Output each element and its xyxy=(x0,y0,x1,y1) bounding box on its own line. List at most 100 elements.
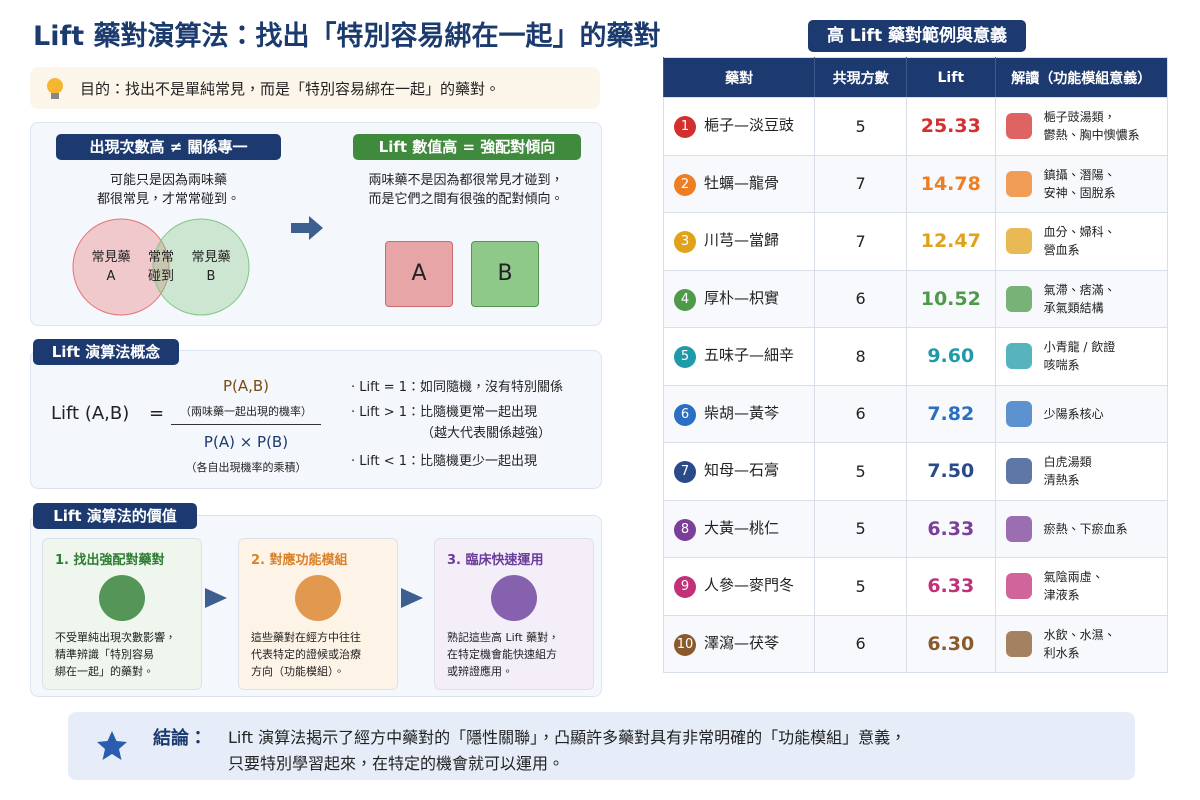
rank-badge: 6 xyxy=(674,403,696,426)
card-text: 這些藥對在經方中往往 代表特定的證候或治療 方向（功能模組）。 xyxy=(251,629,361,680)
count-cell: 6 xyxy=(814,385,907,443)
arrow xyxy=(291,216,323,240)
bullet-text: Lift < 1：比隨機更少一起出現 xyxy=(359,454,537,469)
venn-label: 碰到 xyxy=(147,269,174,284)
bullet-text: Lift = 1：如同隨機，沒有特別關係 xyxy=(359,380,563,395)
meaning-cell: 氣陰兩虛、 津液系 xyxy=(994,557,1168,616)
table-row: 1 梔子—淡豆豉 5 25.33 梔子豉湯類， 鬱熱、胸中懊憹系 xyxy=(663,97,1168,156)
formula-eq: = xyxy=(149,403,165,424)
left-text: 可能只是因為兩味藥 都很常見，才常常碰到。 xyxy=(56,171,281,209)
venn-diagram xyxy=(72,218,250,316)
text-line: 鎮攝、潛陽、 xyxy=(1043,167,1116,182)
text-line: 氣陰兩虛、 xyxy=(1043,570,1104,585)
rank-badge: 8 xyxy=(674,518,696,541)
card-title: 1. 找出強配對藥對 xyxy=(55,553,165,568)
card-icon xyxy=(99,575,145,621)
text-line: 白虎湯類 xyxy=(1043,455,1092,470)
arrow xyxy=(401,588,423,608)
meaning-icon xyxy=(1005,630,1032,657)
meaning-wrap: 鎮攝、潛陽、 安神、固脫系 xyxy=(996,166,1167,202)
venn-label: 常見藥 xyxy=(91,250,131,265)
rank-badge: 5 xyxy=(674,346,696,369)
text-line: 血分、婦科、 xyxy=(1043,225,1116,240)
meaning-icon xyxy=(1005,515,1032,542)
lift-cell: 7.50 xyxy=(906,442,996,501)
text-line: 代表特定的證候或治療 xyxy=(251,648,361,661)
value-label: Lift 演算法的價值 xyxy=(33,503,197,529)
meaning-wrap: 瘀熱、下瘀血系 xyxy=(996,515,1167,542)
conclusion-text: Lift 演算法揭示了經方中藥對的「隱性關聯」，凸顯許多藥對具有非常明確的「功能… xyxy=(228,725,906,777)
value-card: 2. 對應功能模組 這些藥對在經方中往往 代表特定的證候或治療 方向（功能模組）。 xyxy=(238,538,398,690)
pair-cell: 8 大黃—桃仁 xyxy=(663,500,815,558)
meaning-wrap: 氣陰兩虛、 津液系 xyxy=(996,568,1167,604)
meaning-icon xyxy=(1005,228,1032,255)
meaning-text: 水飲、水濕、 利水系 xyxy=(1044,626,1116,662)
text-line: 營血系 xyxy=(1043,243,1080,258)
text-line: 都很常見，才常常碰到。 xyxy=(96,192,240,207)
card-text: 不受單純出現次數影響， 精準辨識「特別容易 綁在一起」的藥對。 xyxy=(55,629,176,680)
right-heading: Lift 數值高 = 強配對傾向 xyxy=(353,134,581,160)
pair-cell: 5 五味子—細辛 xyxy=(663,327,815,386)
venn-label: B xyxy=(206,269,216,284)
text-line: 在特定機會能快速組方 xyxy=(447,648,557,661)
value-card: 3. 臨床快速運用 熟記這些高 Lift 藥對， 在特定機會能快速組方 或辨證應用。 xyxy=(434,538,594,690)
bullets: · Lift = 1：如同隨機，沒有特別關係 · Lift > 1：比隨機更常一… xyxy=(351,375,563,474)
text-line: Lift 演算法揭示了經方中藥對的「隱性關聯」，凸顯許多藥對具有非常明確的「功能… xyxy=(228,728,907,747)
rank-badge: 9 xyxy=(674,576,696,599)
meaning-wrap: 水飲、水濕、 利水系 xyxy=(996,626,1167,662)
pair-name: 五味子—細辛 xyxy=(704,346,795,365)
meaning-text: 血分、婦科、 營血系 xyxy=(1044,223,1116,259)
meaning-wrap: 血分、婦科、 營血系 xyxy=(996,223,1167,259)
table-title: 高 Lift 藥對範例與意義 xyxy=(808,20,1026,52)
meaning-wrap: 梔子豉湯類， 鬱熱、胸中懊憹系 xyxy=(996,108,1167,144)
card-icon xyxy=(295,575,341,621)
table-row: 9 人參—麥門冬 5 6.33 氣陰兩虛、 津液系 xyxy=(663,557,1168,616)
meaning-cell: 瘀熱、下瘀血系 xyxy=(994,500,1168,558)
text-line: 這些藥對在經方中往往 xyxy=(251,631,361,644)
count-cell: 5 xyxy=(814,557,907,616)
title: Lift 藥對演算法：找出「特別容易綁在一起」的藥對 xyxy=(33,21,661,52)
pair-cell: 1 梔子—淡豆豉 xyxy=(663,97,815,156)
pair-name: 牡蠣—龍骨 xyxy=(704,173,780,192)
lift-cell: 10.52 xyxy=(906,270,996,328)
venn-label: A xyxy=(106,269,116,284)
meaning-text: 氣陰兩虛、 津液系 xyxy=(1044,568,1104,604)
pair-cell: 2 牡蠣—龍骨 xyxy=(663,155,815,213)
bullet-text: （越大代表關係越強） xyxy=(421,426,552,441)
numerator-note: （兩味藥一起出現的機率） xyxy=(180,405,312,418)
denominator: P(A) × P(B) xyxy=(203,433,289,451)
numerator: P(A,B) xyxy=(222,377,270,395)
lift-cell: 14.78 xyxy=(906,155,996,213)
left-heading: 出現次數高 ≠ 關係專一 xyxy=(56,134,281,160)
text-line: 可能只是因為兩味藥 xyxy=(109,173,227,188)
lift-cell: 12.47 xyxy=(906,212,996,271)
meaning-text: 鎮攝、潛陽、 安神、固脫系 xyxy=(1044,166,1116,202)
header-row: 藥對 共現方數 Lift 解讀（功能模組意義） xyxy=(662,57,1168,98)
arrow xyxy=(205,588,227,608)
compare-panel: 出現次數高 ≠ 關係專一 可能只是因為兩味藥 都很常見，才常常碰到。 常見藥 A 常… xyxy=(30,122,602,326)
meaning-icon xyxy=(1005,458,1032,485)
count-cell: 6 xyxy=(814,615,907,673)
concept-panel: Lift (A,B) = P(A,B) （兩味藥一起出現的機率） P(A) × … xyxy=(30,350,602,489)
count-cell: 7 xyxy=(814,155,907,213)
pair-name: 大黃—桃仁 xyxy=(704,518,780,537)
text-line: 綁在一起」的藥對。 xyxy=(55,665,154,678)
purpose-box: 目的：找出不是單純常見，而是「特別容易綁在一起」的藥對。 xyxy=(30,67,600,109)
count-cell: 5 xyxy=(814,97,907,156)
venn-label: 常見藥 xyxy=(191,250,231,265)
rank-badge: 3 xyxy=(674,231,696,254)
header-cell: Lift xyxy=(906,57,996,98)
text-line: 只要特別學習起來，在特定的機會就可以運用。 xyxy=(228,754,565,773)
meaning-icon xyxy=(1005,573,1032,600)
meaning-text: 梔子豉湯類， 鬱熱、胸中懊憹系 xyxy=(1044,108,1140,144)
count-cell: 7 xyxy=(814,212,907,271)
bullet-text: Lift > 1：比隨機更常一起出現 xyxy=(359,405,537,420)
pair-name: 川芎—當歸 xyxy=(704,231,780,250)
pair-name: 澤瀉—茯苓 xyxy=(704,633,780,652)
table-row: 8 大黃—桃仁 5 6.33 瘀熱、下瘀血系 xyxy=(663,500,1168,558)
pair-name: 人參—麥門冬 xyxy=(704,576,795,595)
meaning-icon xyxy=(1005,400,1032,427)
text-line: 梔子豉湯類， xyxy=(1043,110,1116,125)
card-title: 3. 臨床快速運用 xyxy=(447,553,544,568)
